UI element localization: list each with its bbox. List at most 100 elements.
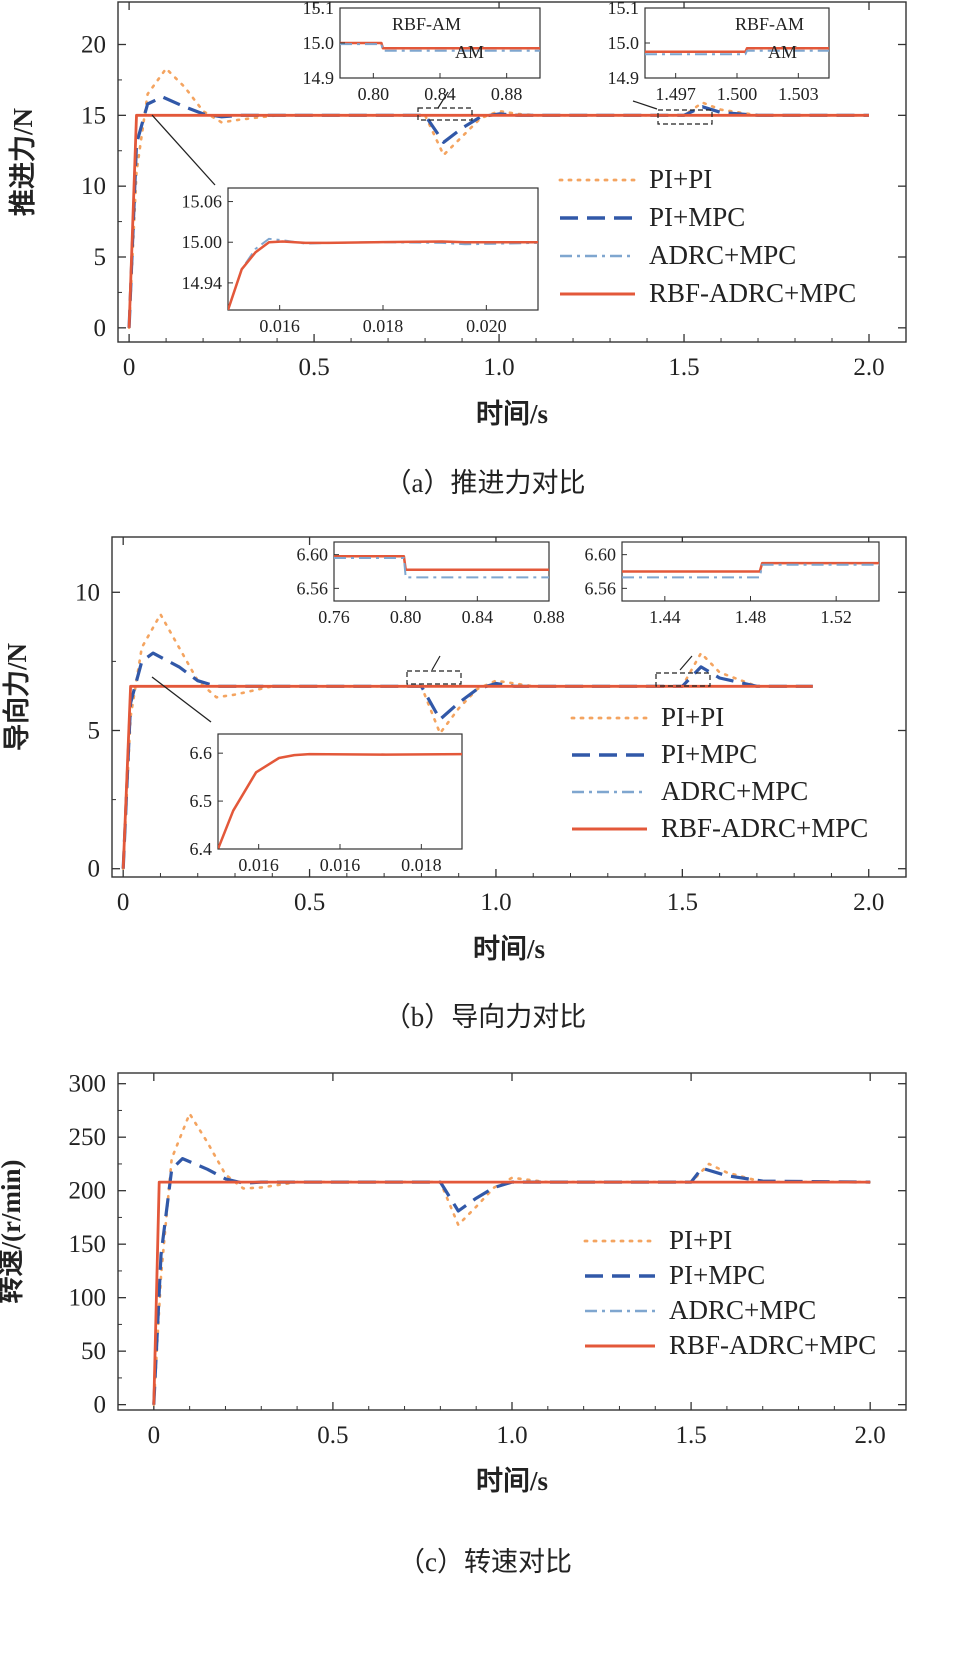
x-tick-label: 0.5 xyxy=(294,889,325,916)
x-tick-label: 2.0 xyxy=(853,889,884,916)
inset-plot: 15.1 15.0 14.9 0.80 0.84 0.88 RBF-AM AM xyxy=(303,0,541,104)
legend: PI+PI PI+MPC ADRC+MPC RBF-ADRC+MPC xyxy=(558,164,856,308)
series-group xyxy=(121,613,815,871)
inset-y-tick-label: 6.56 xyxy=(585,578,617,598)
y-tick-label: 20 xyxy=(81,32,106,59)
x-tick-label: 0.5 xyxy=(298,354,329,381)
inset-series-group xyxy=(334,555,549,579)
inset-x-tick-label: 1.48 xyxy=(735,607,767,627)
inset-plot: 6.60 6.56 0.76 0.80 0.84 0.88 xyxy=(297,541,565,627)
series-line-pi-mpc xyxy=(127,95,869,328)
x-axis-label: 时间/s xyxy=(473,934,545,964)
inset-y-tick-label: 15.00 xyxy=(182,232,223,252)
inset-y-tick-label: 6.56 xyxy=(297,578,329,598)
inset-series-group xyxy=(218,752,462,849)
inset-y-tick-label: 15.0 xyxy=(608,33,640,53)
inset-x-tick-label: 0.016 xyxy=(320,855,361,875)
inset-y-tick-label: 6.4 xyxy=(190,839,213,859)
inset-x-tick-label: 0.016 xyxy=(238,855,279,875)
inset-plot: 6.6 6.5 6.4 0.016 0.016 0.018 xyxy=(190,733,463,875)
y-tick-label: 250 xyxy=(69,1124,107,1151)
inset-series-line-adrc-mpc xyxy=(645,49,829,56)
legend-label: RBF-ADRC+MPC xyxy=(649,278,856,308)
inset-series-group xyxy=(228,237,538,310)
inset-x-tick-label: 1.503 xyxy=(778,84,819,104)
y-tick-label: 10 xyxy=(81,173,106,200)
inset-y-tick-label: 14.9 xyxy=(608,68,640,88)
inset-y-tick-label: 15.06 xyxy=(182,192,223,212)
legend-label: PI+PI xyxy=(669,1225,732,1255)
y-axis-label: 推进力/N xyxy=(8,107,38,216)
inset-annotation: AM xyxy=(768,42,797,62)
y-tick-label: 5 xyxy=(88,717,101,744)
legend-label: PI+PI xyxy=(661,702,724,732)
inset-series-line-rbf-adrc-mpc xyxy=(622,561,879,573)
series-line-rbf-adrc-mpc xyxy=(121,684,813,869)
inset-y-tick-label: 15.1 xyxy=(608,0,640,18)
legend-label: RBF-ADRC+MPC xyxy=(661,813,868,843)
inset-series-line-adrc-mpc xyxy=(622,563,879,579)
inset-y-tick-label: 6.60 xyxy=(585,545,617,565)
y-tick-label: 200 xyxy=(69,1178,107,1205)
inset-frame xyxy=(217,733,463,850)
legend-label: ADRC+MPC xyxy=(649,240,796,270)
legend-label: ADRC+MPC xyxy=(661,776,808,806)
series-line-rbf-adrc-mpc xyxy=(127,113,869,328)
inset-x-tick-label: 0.88 xyxy=(491,84,523,104)
x-tick-label: 1.5 xyxy=(675,1422,706,1449)
legend-label: PI+MPC xyxy=(661,739,757,769)
legend-label: RBF-ADRC+MPC xyxy=(669,1330,876,1360)
chart-panel-c: 0 50 100 150 200 250 300 0 0.5 1.0 1.5 2.0 时间/s 转速/(r… xyxy=(0,1071,907,1577)
inset-x-tick-label: 1.497 xyxy=(655,84,696,104)
y-tick-label: 50 xyxy=(81,1338,106,1365)
inset-x-tick-label: 0.80 xyxy=(358,84,390,104)
zoom-region-box xyxy=(655,672,711,687)
inset-x-tick-label: 0.018 xyxy=(363,316,404,336)
zoom-region-box xyxy=(417,107,473,121)
x-tick-label: 0 xyxy=(148,1422,161,1449)
inset-y-tick-label: 6.6 xyxy=(190,743,213,763)
y-tick-label: 0 xyxy=(94,1392,107,1419)
inset-series-line-adrc-mpc xyxy=(228,237,538,310)
inset-x-tick-label: 0.84 xyxy=(462,607,494,627)
series-line-adrc-mpc xyxy=(152,1180,871,1405)
inset-series-line-rbf-adrc-mpc xyxy=(218,752,462,849)
inset-x-tick-label: 0.020 xyxy=(466,316,507,336)
series-line-pi-mpc xyxy=(152,1156,871,1405)
series-line-pi-pi xyxy=(127,67,871,330)
legend-label: PI+PI xyxy=(649,164,712,194)
x-axis-label: 时间/s xyxy=(476,399,548,429)
series-line-pi-pi xyxy=(121,613,815,871)
inset-frame xyxy=(333,541,550,602)
inset-plot: 6.60 6.56 1.44 1.48 1.52 xyxy=(585,541,880,627)
y-tick-label: 10 xyxy=(75,579,100,606)
zoom-region-box xyxy=(406,670,462,685)
inset-series-line-rbf-adrc-mpc xyxy=(645,47,829,54)
x-tick-label: 2.0 xyxy=(853,354,884,381)
inset-y-tick-label: 15.1 xyxy=(303,0,335,18)
x-tick-label: 0.5 xyxy=(317,1422,348,1449)
zoom-leader-line xyxy=(632,100,658,110)
y-axis-label: 导向力/N xyxy=(1,642,32,751)
inset-x-tick-label: 0.76 xyxy=(318,607,350,627)
zoom-leader-line xyxy=(151,114,216,186)
y-tick-label: 0 xyxy=(88,856,101,883)
zoom-region-box xyxy=(657,109,713,125)
y-tick-label: 150 xyxy=(69,1231,107,1258)
chart-panel-a: 0 5 10 15 20 0 0.5 1.0 1.5 2.0 时间/s 推进力/N （a）推进力对比 PI… xyxy=(8,0,907,498)
legend-label: PI+MPC xyxy=(669,1260,765,1290)
x-tick-label: 0 xyxy=(123,354,136,381)
inset-x-tick-label: 0.016 xyxy=(259,316,300,336)
inset-x-tick-label: 0.84 xyxy=(424,84,456,104)
inset-x-tick-label: 1.52 xyxy=(820,607,852,627)
y-tick-label: 300 xyxy=(69,1071,107,1098)
inset-series-group xyxy=(645,47,829,56)
x-tick-label: 2.0 xyxy=(855,1422,886,1449)
series-group xyxy=(127,67,871,330)
figure-caption: （a）推进力对比 xyxy=(385,468,586,498)
series-group xyxy=(152,1112,872,1406)
y-axis-label: 转速/(r/min) xyxy=(0,1160,26,1304)
inset-series-group xyxy=(340,41,540,52)
x-axis-label: 时间/s xyxy=(476,1466,548,1496)
